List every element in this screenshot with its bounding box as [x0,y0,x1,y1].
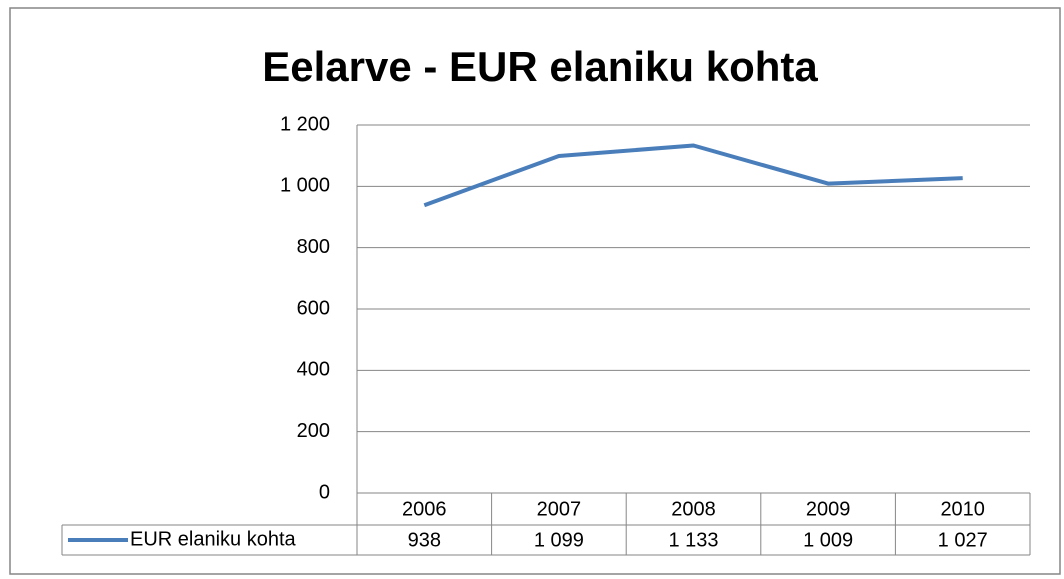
chart-title: Eelarve - EUR elaniku kohta [262,43,818,90]
y-tick-label: 600 [297,297,330,319]
x-tick-label: 2010 [940,498,985,520]
y-tick-label: 800 [297,236,330,258]
legend-label: EUR elaniku kohta [130,528,297,550]
x-tick-label: 2009 [806,498,851,520]
x-tick-label: 2006 [402,498,447,520]
x-tick-label: 2008 [671,498,716,520]
y-tick-label: 400 [297,359,330,381]
y-tick-label: 1 200 [280,113,330,135]
x-tick-label: 2007 [537,498,582,520]
data-label: 1 099 [534,529,584,551]
series-line [423,143,963,208]
data-label: 1 009 [803,529,853,551]
y-tick-label: 0 [319,481,330,503]
data-label: 938 [408,529,441,551]
chart-border [9,7,1061,575]
data-label: 1 027 [938,529,988,551]
y-tick-label: 1 000 [280,175,330,197]
y-tick-label: 200 [297,420,330,442]
data-label: 1 133 [668,529,718,551]
